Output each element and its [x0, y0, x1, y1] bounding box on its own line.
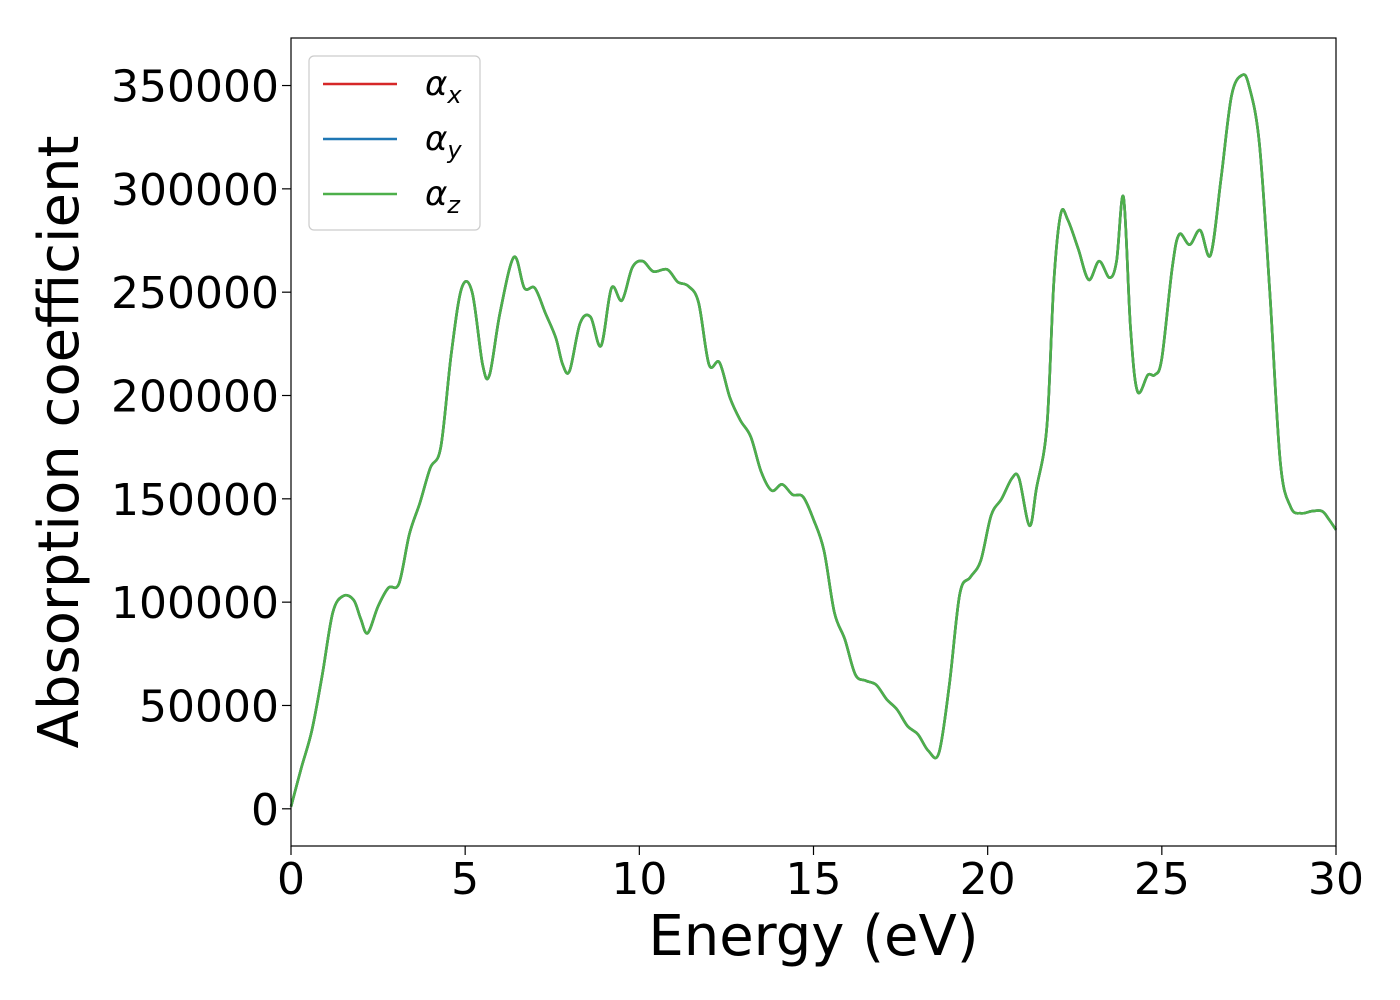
y-tick-label: 300000: [111, 165, 279, 216]
legend-label-y: αy: [425, 119, 462, 164]
y-tick-label: 50000: [139, 681, 279, 732]
y-axis-label: Absorption coefficient: [27, 136, 92, 749]
series-lines: [289, 73, 1338, 808]
legend: αx αy αz: [308, 55, 481, 231]
x-tick-label: 15: [786, 854, 842, 905]
y-tick-label: 250000: [111, 268, 279, 319]
legend-label-x: αx: [425, 64, 462, 109]
x-tick-label: 10: [611, 854, 667, 905]
y-tick-label: 200000: [111, 372, 279, 423]
series-line-z: [289, 73, 1338, 808]
legend-label-z: αz: [425, 174, 461, 219]
y-tick-label: 0: [251, 785, 279, 836]
x-tick-label: 30: [1308, 854, 1364, 905]
x-tick-label: 20: [960, 854, 1016, 905]
legend-box: [308, 55, 481, 231]
y-tick-label: 350000: [111, 62, 279, 113]
y-tick-label: 150000: [111, 475, 279, 526]
x-axis-label: Energy (eV): [648, 904, 978, 969]
axis-ticks: 0 5 10 15 20 25 30 0 50000 100000 150000 200000 2500…: [111, 62, 1364, 905]
x-tick-label: 0: [277, 854, 305, 905]
x-tick-label: 5: [451, 854, 479, 905]
y-tick-label: 100000: [111, 578, 279, 629]
x-tick-label: 25: [1134, 854, 1190, 905]
